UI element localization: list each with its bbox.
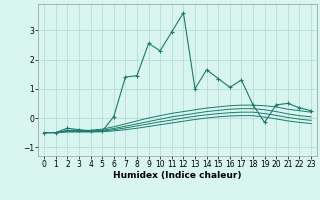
X-axis label: Humidex (Indice chaleur): Humidex (Indice chaleur)	[113, 171, 242, 180]
